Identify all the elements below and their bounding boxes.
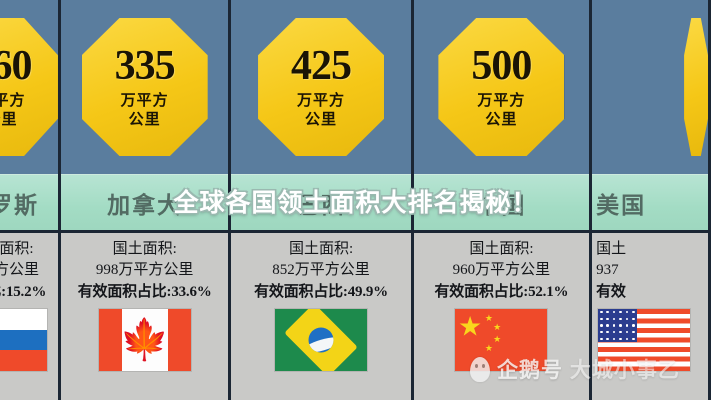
overlay-headline: 全球各国领土面积大排名揭秘！ — [173, 189, 538, 217]
area-label: 国土面积: — [288, 241, 354, 257]
country-name-band-china: 中国 — [413, 174, 590, 230]
badge-unit-line1: 万平方 — [0, 92, 26, 110]
country-name-label: 加拿大 — [107, 191, 183, 218]
badge-unit: 万平方 公里 — [477, 92, 525, 129]
badge-value: 500 — [471, 43, 532, 90]
effective-ratio: 积占比:15.2% — [0, 283, 47, 300]
info-panel-china: 国土面积: 960万平方公里 有效面积占比:52.1% ★ ★ ★ ★ ★ — [413, 230, 590, 400]
country-name-band-brazil: 巴西 — [231, 174, 411, 230]
badge-value: 260 — [0, 43, 32, 90]
china-flag: ★ ★ ★ ★ ★ — [455, 308, 548, 371]
country-name-band-canada: 加拿大 — [60, 174, 229, 230]
badge-unit-line1: 万平方 — [120, 92, 169, 110]
area-badge-russia: 260 万平方 公里 — [0, 18, 58, 156]
country-name-label: 俄罗斯 — [0, 191, 39, 218]
maple-leaf-icon: 🍁 — [119, 317, 170, 362]
area-badge-canada: 335 万平方 公里 — [81, 18, 208, 156]
area-value: 937 — [596, 262, 619, 279]
effective-ratio: 有效面积占比:49.9% — [254, 283, 388, 300]
badge-unit: 万平方 公里 — [297, 92, 345, 129]
brazil-flag — [275, 308, 368, 371]
country-name-band-russia: 俄罗斯 — [0, 174, 58, 230]
badge-unit-line2: 公里 — [0, 110, 18, 128]
badge-unit-line1: 万平方 — [297, 92, 346, 110]
canada-flag: 🍁 — [98, 308, 191, 371]
area-value: 852万平方公里 — [272, 262, 370, 279]
badge-value: 425 — [291, 43, 352, 90]
star-icon: ★ — [484, 342, 493, 353]
usa-flag — [598, 308, 691, 371]
area-label: 国土面积: — [469, 241, 534, 257]
effective-ratio: 有效面积占比:33.6% — [77, 283, 212, 300]
area-badge-brazil: 425 万平方 公里 — [258, 18, 385, 156]
effective-ratio: 有效面积占比:52.1% — [434, 283, 569, 300]
badge-zone-canada: 335 万平方 公里 — [60, 0, 229, 174]
area-value: 万平方公里 — [0, 262, 39, 279]
area-label: 国土面积: — [0, 241, 34, 257]
badge-unit-line1: 万平方 — [477, 92, 526, 110]
country-column-canada[interactable]: 335 万平方 公里 加拿大 国土面积: 998万平方公里 有效面积占比:33.… — [60, 0, 232, 400]
area-label: 国土面积: — [112, 241, 177, 257]
country-name-label: 巴西 — [296, 191, 347, 218]
star-icon: ★ — [458, 311, 483, 342]
badge-zone-brazil: 425 万平方 公里 — [231, 0, 411, 174]
star-icon: ★ — [484, 313, 493, 324]
info-panel-brazil: 国土面积: 852万平方公里 有效面积占比:49.9% — [231, 230, 411, 400]
badge-unit-line2: 公里 — [128, 110, 161, 128]
badge-zone-usa — [592, 0, 708, 174]
country-name-label: 美国 — [596, 191, 647, 218]
country-name-label: 中国 — [476, 191, 527, 218]
area-value: 998万平方公里 — [95, 262, 194, 279]
country-column-russia[interactable]: 260 万平方 公里 俄罗斯 国土面积: 万平方公里 积占比:15.2% — [0, 0, 61, 400]
country-column-china[interactable]: 500 万平方 公里 中国 国土面积: 960万平方公里 有效面积占比:52.1… — [413, 0, 593, 400]
area-value: 960万平方公里 — [452, 262, 551, 279]
badge-unit-line2: 公里 — [305, 110, 338, 128]
badge-value: 335 — [114, 43, 176, 90]
badge-unit-line2: 公里 — [485, 110, 518, 128]
russia-flag — [0, 308, 48, 371]
effective-ratio: 有效 — [596, 283, 626, 300]
area-badge-usa — [684, 18, 708, 156]
info-panel-russia: 国土面积: 万平方公里 积占比:15.2% — [0, 230, 58, 400]
badge-unit: 万平方 公里 — [121, 92, 169, 129]
info-panel-canada: 国土面积: 998万平方公里 有效面积占比:33.6% 🍁 — [60, 230, 229, 400]
badge-zone-china: 500 万平方 公里 — [413, 0, 590, 174]
country-column-brazil[interactable]: 425 万平方 公里 巴西 国土面积: 852万平方公里 有效面积占比:49.9… — [231, 0, 414, 400]
badge-unit: 万平方 公里 — [0, 92, 25, 129]
area-label: 国土 — [596, 241, 627, 257]
star-icon: ★ — [493, 333, 502, 344]
country-name-band-usa: 美国 — [592, 174, 708, 230]
badge-zone-russia: 260 万平方 公里 — [0, 0, 58, 174]
area-badge-china: 500 万平方 公里 — [438, 18, 565, 156]
star-icon: ★ — [493, 321, 502, 332]
country-column-usa[interactable]: 美国 国土 937 有效 — [592, 0, 711, 400]
info-panel-usa: 国土 937 有效 — [592, 230, 708, 400]
